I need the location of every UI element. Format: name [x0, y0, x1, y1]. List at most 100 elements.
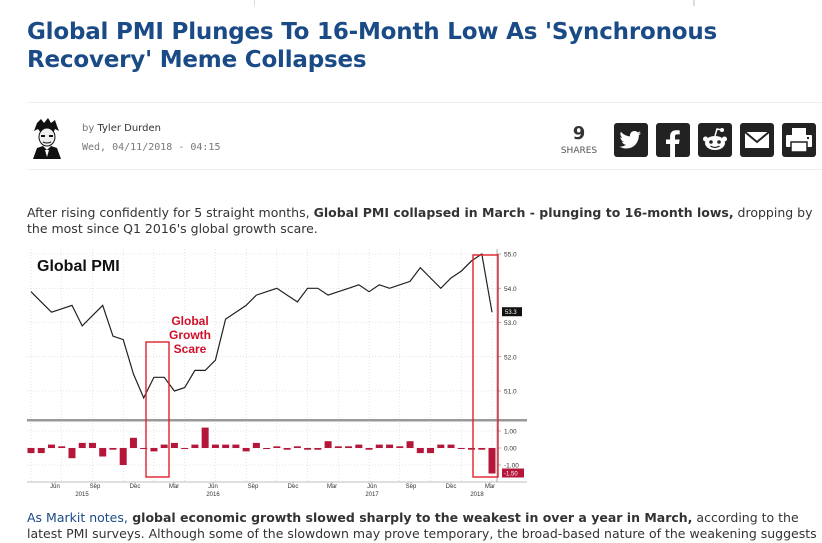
para-text: dropping by the most since Q1 2016's glo…	[27, 205, 813, 236]
x-tick-label: Dec	[130, 484, 141, 490]
change-bar	[468, 448, 476, 450]
change-bar	[427, 448, 435, 454]
para-bold-text: global economic growth slowed sharply to…	[127, 510, 693, 525]
change-bar	[109, 448, 117, 450]
nav-segment[interactable]	[694, 0, 822, 6]
change-bar	[396, 446, 404, 448]
change-bar	[150, 448, 158, 452]
change-bar	[304, 448, 312, 450]
change-bar	[478, 448, 486, 450]
change-bar	[365, 448, 373, 450]
nav-segment[interactable]	[255, 0, 694, 6]
change-bar	[263, 448, 271, 449]
change-bar	[293, 446, 301, 448]
byline-bar: by Tyler Durden Wed, 04/11/2018 - 04:15 …	[27, 102, 822, 170]
axis-tick-label: 1.00	[504, 429, 517, 436]
x-tick-label: Dec	[288, 484, 299, 490]
change-bar	[457, 448, 465, 449]
nav-segment[interactable]	[0, 0, 255, 6]
change-bar	[447, 444, 455, 448]
para-text: After rising confidently for 5 straight …	[27, 205, 314, 220]
article-paragraph: As Markit notes, global economic growth …	[27, 510, 817, 542]
article-headline: Global PMI Plunges To 16-Month Low As 'S…	[27, 19, 718, 73]
growth-scare-label: Global Growth Scare	[169, 314, 211, 356]
change-bar	[222, 444, 230, 448]
publish-date: Wed, 04/11/2018 - 04:15	[82, 142, 221, 153]
para-text: according to the latest PMI surveys. Alt…	[27, 510, 817, 541]
change-bar	[27, 448, 35, 454]
avatar[interactable]	[29, 117, 65, 159]
email-icon[interactable]	[740, 123, 774, 157]
change-bar	[232, 444, 240, 448]
change-bar	[211, 444, 219, 448]
x-tick-label: Sep	[406, 484, 417, 490]
change-bar	[488, 448, 496, 474]
x-tick-label: Jun	[50, 484, 60, 490]
change-bar	[78, 442, 86, 448]
change-bar	[406, 441, 414, 448]
x-tick-label: Sep	[248, 484, 259, 490]
change-bar	[191, 444, 199, 448]
x-tick-label: Mar	[327, 484, 337, 490]
change-bar	[58, 446, 66, 448]
change-bar	[47, 444, 55, 448]
change-bar	[252, 442, 260, 448]
change-bar	[375, 444, 383, 448]
para-bold-text: Global PMI collapsed in March - plunging…	[313, 205, 734, 220]
latest-drop-box	[472, 254, 499, 478]
x-tick-label: Mar	[485, 484, 495, 490]
by-label: by	[82, 123, 95, 134]
markit-link[interactable]: As Markit notes,	[27, 510, 128, 525]
print-icon[interactable]	[782, 123, 816, 157]
change-bar	[416, 448, 424, 454]
change-bar	[283, 448, 291, 450]
chart-title: Global PMI	[37, 258, 120, 275]
x-year-label: 2015	[75, 492, 89, 497]
change-bar	[140, 448, 148, 449]
change-bar	[437, 444, 445, 448]
top-nav-bar	[0, 0, 822, 8]
reddit-icon[interactable]	[698, 123, 732, 157]
x-year-label: 2017	[365, 492, 379, 497]
byline-author-line: by Tyler Durden	[82, 123, 161, 134]
twitter-icon[interactable]	[614, 123, 648, 157]
last-value-tag-label: 53.3	[505, 310, 517, 316]
change-bar	[242, 448, 250, 452]
change-bar	[129, 437, 137, 448]
last-value-tag	[502, 468, 524, 478]
axis-tick-label: 55.0	[504, 252, 517, 259]
axis-tick-label: 53.0	[504, 320, 517, 327]
change-bar	[181, 448, 189, 449]
author-link[interactable]: Tyler Durden	[97, 123, 161, 134]
change-bar	[119, 448, 127, 465]
share-count: 9 SHARES	[559, 123, 599, 157]
last-value-tag	[502, 307, 522, 317]
change-bar	[334, 446, 342, 448]
global-pmi-chart: 55.0 54.0 53.0 52.0 51.0 1.00 0.00 -1.00 53.3 -1.…	[27, 247, 527, 497]
change-bar	[37, 448, 45, 454]
change-bar	[345, 446, 353, 448]
change-bar	[201, 427, 209, 448]
article-paragraph: After rising confidently for 5 straight …	[27, 205, 817, 237]
change-bar	[324, 441, 332, 448]
change-bar	[88, 442, 96, 448]
change-bar	[273, 446, 281, 448]
x-tick-label: Dec	[446, 484, 457, 490]
change-bar	[355, 444, 363, 448]
change-bar	[68, 448, 76, 459]
share-count-label: SHARES	[560, 146, 598, 156]
x-tick-label: Jun	[208, 484, 218, 490]
x-tick-label: Jun	[367, 484, 377, 490]
last-value-tag-label: -1.50	[504, 472, 518, 478]
pmi-line	[30, 252, 493, 400]
x-tick-label: Mar	[169, 484, 179, 490]
facebook-icon[interactable]	[656, 123, 690, 157]
x-year-label: 2016	[206, 492, 220, 497]
change-bar	[160, 444, 168, 448]
change-bar	[386, 444, 394, 448]
axis-tick-label: 51.0	[504, 389, 517, 396]
share-count-number: 9	[572, 123, 586, 144]
axis-tick-label: 0.00	[504, 446, 517, 453]
axis-tick-label: -1.00	[504, 463, 519, 470]
axis-tick-label: 52.0	[504, 354, 517, 361]
